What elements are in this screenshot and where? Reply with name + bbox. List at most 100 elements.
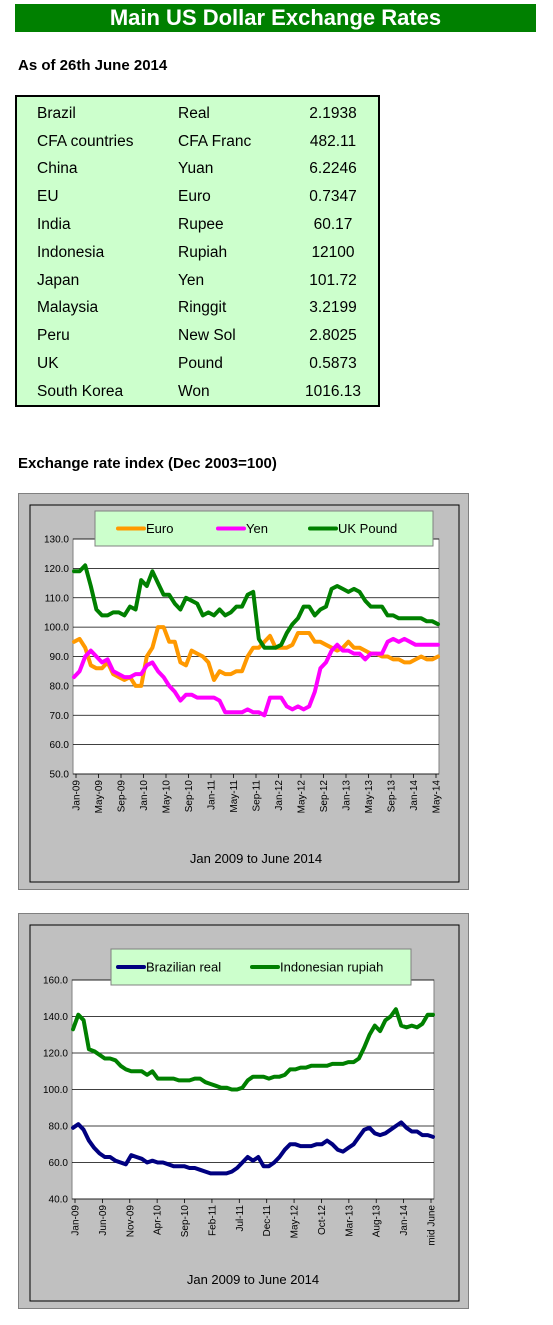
country-cell: UK (37, 355, 59, 373)
rate-value-cell: 3.2199 (309, 299, 357, 317)
currency-cell: Rupee (178, 216, 224, 234)
x-tick-label: Jan-11 (207, 780, 218, 810)
x-tick-label: Sep-10 (184, 780, 195, 813)
y-tick-label: 130.0 (44, 535, 69, 546)
x-tick-label: Jan-12 (274, 780, 285, 811)
y-tick-label: 80.0 (50, 681, 70, 692)
country-cell: South Korea (37, 382, 124, 400)
x-tick-label: Jan-14 (409, 780, 420, 811)
rate-value-cell: 0.7347 (309, 188, 357, 206)
country-cell: India (37, 216, 71, 234)
series-line-yen (72, 636, 440, 718)
x-tick-label: Sep-11 (252, 780, 263, 812)
x-tick-label: May-12 (290, 1205, 301, 1239)
y-tick-label: 90.0 (50, 652, 70, 663)
x-tick-label: Sep-09 (117, 780, 128, 813)
rate-value-cell: 2.1938 (309, 104, 357, 122)
series-line-indonesian-rupiah (71, 1007, 435, 1092)
series-line-brazilian-real (71, 1120, 435, 1176)
rate-row: Malaysia Ringgit 3.2199 (37, 295, 373, 323)
x-tick-label: Sep-10 (180, 1205, 191, 1238)
rate-row: India Rupee 60.17 (37, 211, 373, 239)
x-tick-label: mid June (427, 1205, 438, 1246)
legend-label: Indonesian rupiah (280, 960, 383, 975)
currency-cell: Won (178, 382, 210, 400)
series-line-uk-pound (72, 563, 440, 650)
country-cell: Japan (37, 271, 80, 289)
x-axis-label: Jan 2009 to June 2014 (190, 851, 322, 866)
country-cell: CFA countries (37, 132, 134, 150)
y-tick-label: 50.0 (50, 770, 70, 781)
x-tick-label: May-14 (432, 780, 443, 814)
country-cell: Malaysia (37, 299, 99, 317)
y-tick-label: 100.0 (43, 1085, 68, 1096)
chart-euro-yen-pound: 50.0 60.0 70.0 80.0 90.0 100.0 110.0 120.0 130.0… (29, 504, 460, 883)
as-of-date: As of 26th June 2014 (18, 57, 168, 74)
exchange-rate-table-body: Brazil Real 2.1938 CFA countries CFA Franc 48… (37, 100, 373, 406)
legend-label: Brazilian real (146, 960, 221, 975)
chart-real-rupiah: 40.0 60.0 80.0 100.0 120.0 140.0 160.0 Jan-09 Ju… (29, 924, 460, 1302)
legend: Brazilian real Indonesian rupiah (110, 948, 412, 986)
x-tick-label: Jan-14 (399, 1205, 410, 1236)
legend-box (94, 510, 434, 547)
x-tick-label: Jan-09 (72, 780, 83, 811)
y-tick-label: 140.0 (43, 1012, 68, 1023)
country-cell: Indonesia (37, 243, 105, 261)
x-tick-label: Jun-09 (98, 1205, 109, 1236)
y-tick-label: 70.0 (50, 711, 70, 722)
x-tick-label: May-13 (364, 780, 375, 814)
rate-row: Japan Yen 101.72 (37, 267, 373, 295)
x-tick-label: Jan-13 (342, 780, 353, 811)
x-tick-label: Sep-13 (387, 780, 398, 813)
y-tick-label: 100.0 (44, 623, 69, 634)
x-tick-label: May-10 (162, 780, 173, 814)
legend: Euro Yen UK Pound (94, 510, 434, 547)
rate-value-cell: 6.2246 (309, 160, 357, 178)
country-cell: China (37, 160, 78, 178)
chart-panel-euro-yen-pound: 50.0 60.0 70.0 80.0 90.0 100.0 110.0 120.0 130.0… (18, 493, 469, 890)
section-title: Exchange rate index (Dec 2003=100) (18, 455, 277, 472)
currency-cell: Rupiah (178, 243, 228, 261)
rate-value-cell: 60.17 (313, 216, 353, 234)
y-tick-label: 80.0 (49, 1122, 69, 1133)
x-tick-label: May-09 (94, 780, 105, 814)
y-tick-label: 110.0 (45, 593, 70, 604)
currency-cell: Pound (178, 355, 223, 373)
country-cell: EU (37, 188, 59, 206)
rate-value-cell: 482.11 (309, 132, 357, 150)
page-title: Main US Dollar Exchange Rates (15, 4, 536, 32)
currency-cell: New Sol (178, 327, 236, 345)
x-tick-label: May-12 (297, 780, 308, 814)
currency-cell: CFA Franc (178, 132, 252, 150)
rate-value-cell: 12100 (311, 243, 355, 261)
x-tick-label: Dec-11 (262, 1205, 273, 1237)
x-tick-label: Aug-13 (372, 1205, 383, 1238)
exchange-rate-table: Brazil Real 2.1938 CFA countries CFA Franc 48… (15, 95, 380, 407)
currency-cell: Euro (178, 188, 211, 206)
country-cell: Brazil (37, 104, 76, 122)
rate-row: Brazil Real 2.1938 (37, 100, 373, 128)
y-tick-label: 40.0 (49, 1195, 69, 1206)
rate-value-cell: 101.72 (309, 271, 357, 289)
x-axis-label: Jan 2009 to June 2014 (187, 1272, 319, 1287)
x-tick-label: May-11 (229, 780, 240, 813)
x-tick-label: Jul-11 (235, 1205, 246, 1232)
country-cell: Peru (37, 327, 70, 345)
x-tick-label: Mar-13 (344, 1205, 355, 1237)
x-tick-label: Apr-10 (153, 1205, 164, 1235)
rate-row: Peru New Sol 2.8025 (37, 322, 373, 350)
currency-cell: Yuan (178, 160, 214, 178)
rate-row: UK Pound 0.5873 (37, 350, 373, 378)
x-tick-label: Jan-10 (139, 780, 150, 811)
y-tick-label: 120.0 (43, 1049, 68, 1060)
currency-cell: Real (178, 104, 210, 122)
rate-row: Indonesia Rupiah 12100 (37, 239, 373, 267)
legend-label: Euro (146, 521, 173, 536)
rate-value-cell: 0.5873 (309, 355, 357, 373)
rate-row: CFA countries CFA Franc 482.11 (37, 128, 373, 156)
x-tick-label: Nov-09 (125, 1205, 136, 1238)
rate-row: EU Euro 0.7347 (37, 183, 373, 211)
x-tick-label: Oct-12 (317, 1205, 328, 1235)
x-tick-label: Jan-09 (71, 1205, 82, 1236)
y-tick-label: 60.0 (49, 1158, 69, 1169)
